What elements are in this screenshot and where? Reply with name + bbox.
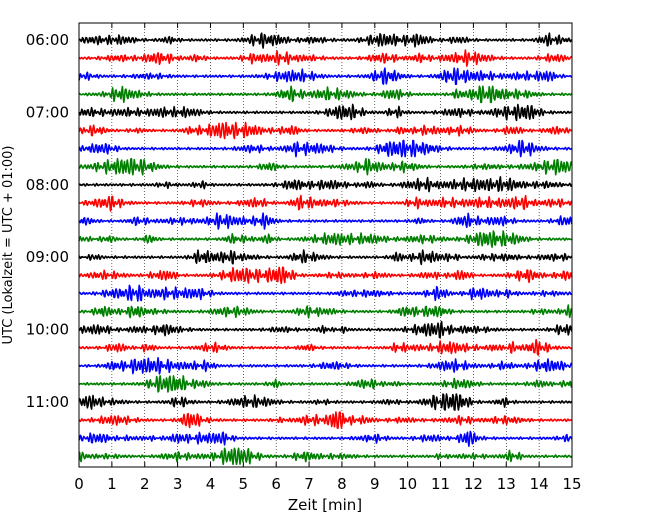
x-tick-label: 12 bbox=[464, 475, 483, 493]
trace-0745 bbox=[78, 157, 573, 176]
x-tick-label: 11 bbox=[431, 475, 450, 493]
trace-0645 bbox=[78, 85, 573, 104]
x-tick-label: 8 bbox=[337, 475, 347, 493]
x-tick-label: 1 bbox=[107, 475, 117, 493]
x-axis-label: Zeit [min] bbox=[288, 496, 362, 514]
x-tick-label: 6 bbox=[271, 475, 281, 493]
y-tick-label: 11:00 bbox=[26, 393, 69, 411]
y-tick-label: 07:00 bbox=[26, 103, 69, 121]
y-axis-label: UTC (Lokalzeit = UTC + 01:00) bbox=[1, 146, 16, 345]
x-tick-label: 13 bbox=[497, 475, 516, 493]
trace-0930 bbox=[78, 284, 573, 302]
x-tick-label: 14 bbox=[530, 475, 549, 493]
trace-1045 bbox=[78, 375, 573, 393]
x-tick-label: 4 bbox=[206, 475, 216, 493]
y-tick-label: 10:00 bbox=[26, 321, 69, 339]
trace-1100 bbox=[78, 393, 573, 411]
trace-0815 bbox=[78, 194, 573, 212]
x-tick-label: 10 bbox=[398, 475, 417, 493]
grid bbox=[111, 23, 540, 467]
trace-0830 bbox=[78, 212, 573, 230]
trace-1000 bbox=[78, 320, 573, 339]
y-axis: 06:00 07:00 08:00 09:00 10:00 11:00 bbox=[26, 31, 572, 411]
x-tick-label: 7 bbox=[304, 475, 314, 493]
trace-0945 bbox=[78, 304, 572, 319]
y-tick-label: 06:00 bbox=[26, 31, 69, 49]
trace-1130 bbox=[78, 430, 573, 447]
y-tick-label: 08:00 bbox=[26, 176, 69, 194]
plot-frame bbox=[78, 22, 573, 468]
x-tick-label: 3 bbox=[173, 475, 183, 493]
trace-0600 bbox=[78, 32, 573, 49]
trace-1115 bbox=[78, 411, 573, 429]
traces bbox=[78, 32, 573, 466]
x-tick-label: 5 bbox=[239, 475, 249, 493]
trace-0615 bbox=[78, 49, 573, 67]
trace-0700 bbox=[78, 103, 573, 122]
trace-0800 bbox=[78, 176, 573, 193]
x-tick-label: 15 bbox=[562, 475, 581, 493]
trace-0845 bbox=[78, 230, 573, 248]
trace-0900 bbox=[78, 249, 573, 266]
x-tick-label: 9 bbox=[370, 475, 380, 493]
trace-0730 bbox=[78, 139, 573, 158]
x-tick-label: 0 bbox=[74, 475, 84, 493]
y-tick-label: 09:00 bbox=[26, 248, 69, 266]
trace-1030 bbox=[78, 357, 573, 375]
trace-0915 bbox=[78, 266, 573, 285]
trace-1015 bbox=[78, 338, 573, 356]
trace-1145 bbox=[78, 447, 573, 466]
trace-0630 bbox=[78, 67, 573, 85]
x-tick-label: 2 bbox=[140, 475, 150, 493]
trace-0715 bbox=[78, 121, 572, 140]
x-axis: 0 1 2 3 4 5 6 7 8 9 10 11 12 13 14 15 bbox=[74, 23, 582, 493]
